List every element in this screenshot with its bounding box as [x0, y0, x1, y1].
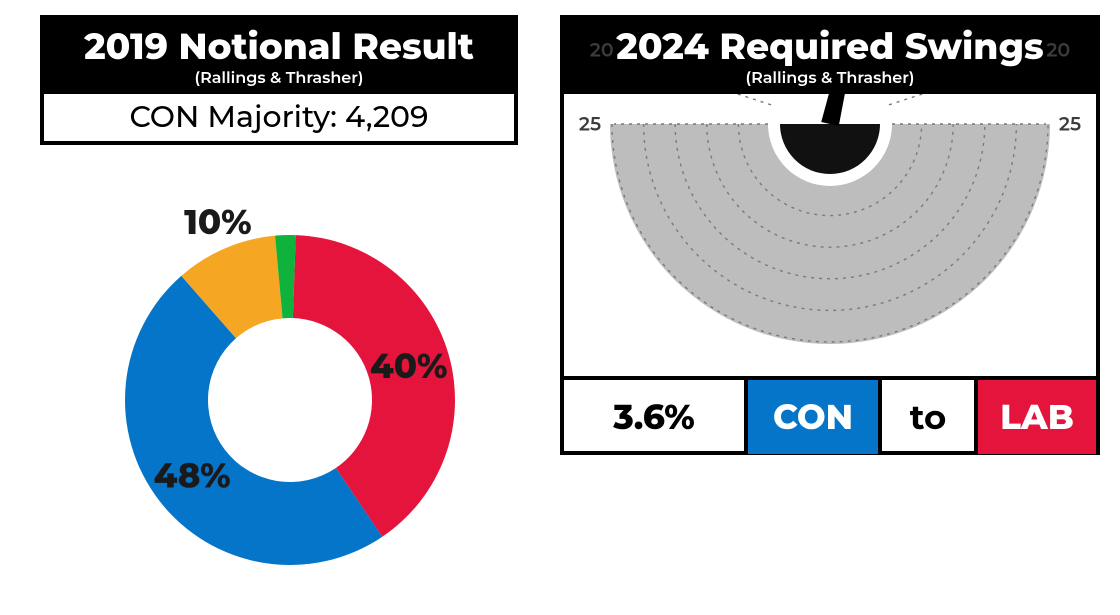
- swingometer-spoke: [889, 94, 1035, 105]
- swing-to-party: LAB: [978, 380, 1096, 454]
- swingometer-tick-label: 25: [1059, 112, 1081, 135]
- swingometer-needle: [821, 94, 881, 126]
- swingometer-tick-label: 25: [579, 112, 601, 135]
- swing-summary-row: 3.6%CONtoLAB: [564, 376, 1096, 454]
- swing-percentage: 3.6%: [564, 380, 748, 454]
- swing-from-party: CON: [748, 380, 878, 454]
- swing-to-label: to: [878, 380, 978, 454]
- swingometer-tick-label: 20: [1046, 38, 1070, 61]
- swingometer-tick-label: 20: [590, 38, 614, 61]
- donut-label-ld: 10%: [184, 201, 252, 243]
- swingometer: [564, 94, 1096, 376]
- required-swings-header: 2024 Required Swings (Rallings & Thrasher…: [564, 19, 1096, 94]
- swingometer-spoke: [625, 94, 771, 105]
- swingometer-area: 2520151050510152025: [564, 94, 1096, 376]
- donut-label-con: 48%: [154, 454, 231, 496]
- required-swings-title: 2024 Required Swings: [574, 29, 1086, 67]
- required-swings-panel: 2024 Required Swings (Rallings & Thrasher…: [560, 15, 1100, 455]
- required-swings-subtitle: (Rallings & Thrasher): [574, 69, 1086, 88]
- donut-label-lab: 40%: [370, 345, 448, 387]
- donut-chart: 40% 48% 10%: [0, 60, 540, 615]
